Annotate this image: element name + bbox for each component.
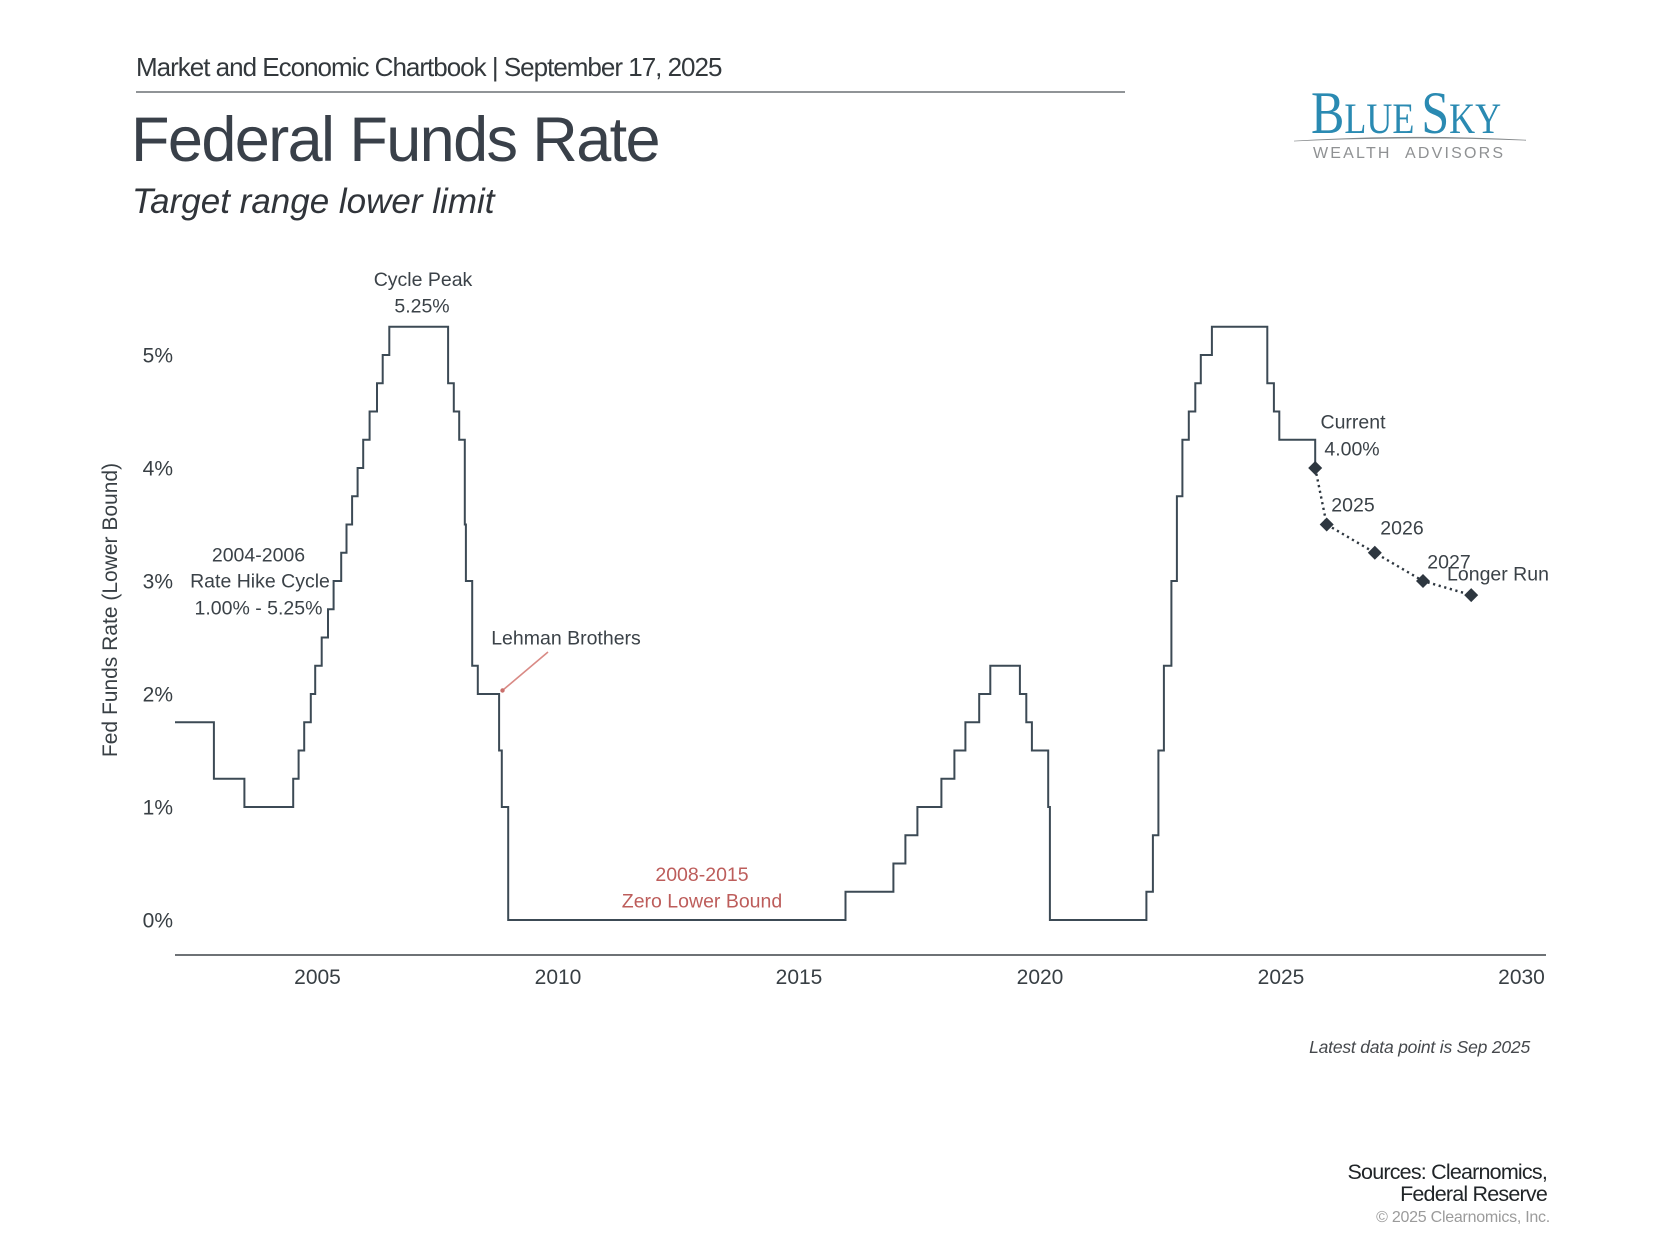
svg-text:2030: 2030 (1498, 966, 1545, 989)
svg-text:2025: 2025 (1331, 495, 1375, 517)
svg-text:Fed Funds Rate (Lower Bound): Fed Funds Rate (Lower Bound) (99, 463, 122, 757)
svg-text:2%: 2% (143, 684, 173, 707)
svg-text:Longer Run: Longer Run (1447, 564, 1549, 586)
svg-text:Lehman Brothers: Lehman Brothers (491, 628, 641, 650)
svg-text:1.00% - 5.25%: 1.00% - 5.25% (195, 598, 323, 620)
svg-text:2015: 2015 (776, 966, 823, 989)
svg-text:5.25%: 5.25% (394, 296, 449, 318)
svg-text:4%: 4% (143, 458, 173, 481)
svg-text:2025: 2025 (1258, 966, 1305, 989)
svg-text:2010: 2010 (535, 966, 582, 989)
svg-text:Current: Current (1320, 412, 1386, 434)
svg-text:Cycle Peak: Cycle Peak (374, 269, 473, 291)
svg-text:3%: 3% (143, 571, 173, 594)
svg-text:2005: 2005 (294, 966, 341, 989)
svg-text:2008-2015: 2008-2015 (655, 864, 748, 886)
svg-text:Rate Hike Cycle: Rate Hike Cycle (190, 571, 330, 593)
svg-text:0%: 0% (143, 910, 173, 933)
svg-text:2004-2006: 2004-2006 (212, 545, 305, 567)
svg-text:5%: 5% (143, 345, 173, 368)
svg-text:1%: 1% (143, 797, 173, 820)
svg-text:Zero Lower Bound: Zero Lower Bound (622, 891, 782, 913)
svg-text:4.00%: 4.00% (1324, 439, 1379, 461)
svg-text:2020: 2020 (1017, 966, 1064, 989)
svg-text:2026: 2026 (1380, 518, 1423, 540)
svg-text:2027: 2027 (1427, 552, 1470, 574)
